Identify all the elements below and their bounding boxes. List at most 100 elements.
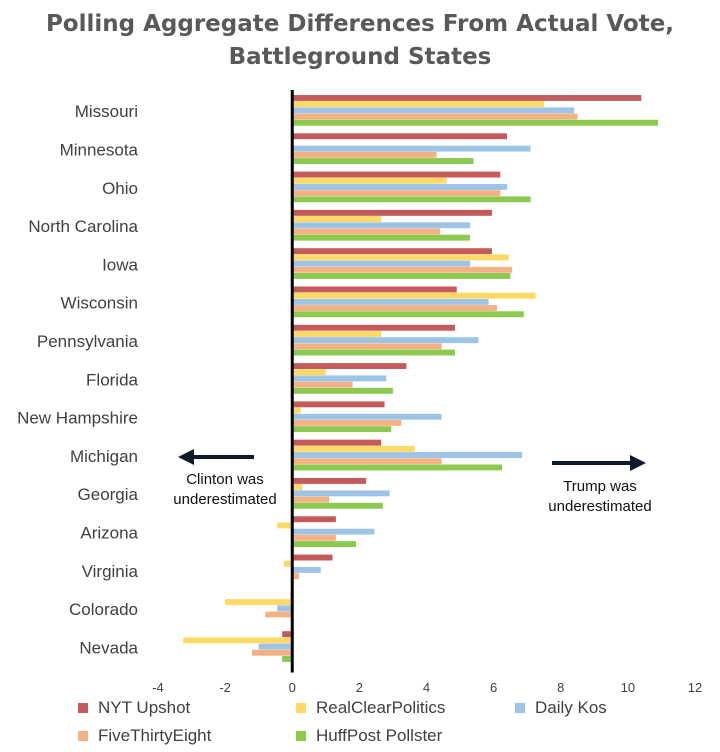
bar-fivethirtyeight-iowa [292, 266, 513, 273]
legend-label-realclearpolitics: RealClearPolitics [316, 698, 446, 717]
bar-realclearpolitics-arizona [277, 522, 293, 529]
legend-swatch-nyt-upshot [78, 703, 88, 713]
x-tick-label-2: 2 [356, 680, 363, 695]
bar-fivethirtyeight-nevada [251, 649, 293, 656]
legend-item-fivethirtyeight: FiveThirtyEight [78, 726, 211, 746]
bar-huffpost-pollster-minnesota [292, 158, 474, 164]
category-label-nevada: Nevada [79, 638, 138, 657]
annotation-clinton-line-2: underestimated [173, 491, 277, 508]
bar-realclearpolitics-missouri [292, 101, 544, 108]
x-tick-label-8: 8 [557, 680, 564, 695]
bar-daily-kos-minnesota [292, 145, 531, 152]
bar-daily-kos-virginia [292, 567, 321, 573]
bar-realclearpolitics-new-hampshire [292, 407, 301, 414]
annotation-clinton-line-1: Clinton was [186, 471, 264, 488]
bar-realclearpolitics-michigan [292, 445, 415, 452]
x-tick-label-neg4: -4 [152, 680, 164, 695]
bar-nyt-upshot-iowa [292, 248, 492, 255]
legend-label-nyt-upshot: NYT Upshot [98, 698, 191, 717]
bar-realclearpolitics-georgia [292, 484, 303, 491]
bar-realclearpolitics-virginia [283, 560, 293, 567]
bar-realclearpolitics-wisconsin [292, 292, 536, 299]
x-tick-label-4: 4 [423, 680, 430, 695]
bar-huffpost-pollster-north-carolina [292, 234, 471, 241]
bar-daily-kos-pennsylvania [292, 337, 479, 344]
x-tick-label-10: 10 [621, 680, 635, 695]
x-tick-label-12: 12 [688, 680, 702, 695]
bar-huffpost-pollster-wisconsin [292, 311, 524, 318]
legend-swatch-daily-kos [515, 703, 525, 713]
chart-title: Polling Aggregate Differences From Actua… [0, 8, 720, 74]
x-tick-label-6: 6 [490, 680, 497, 695]
bar-daily-kos-florida [292, 375, 387, 382]
bar-fivethirtyeight-colorado [265, 611, 293, 618]
chart-title-line-1: Polling Aggregate Differences From Actua… [45, 11, 675, 37]
bar-huffpost-pollster-arizona [292, 541, 357, 547]
category-label-north-carolina: North Carolina [28, 217, 138, 236]
category-label-virginia: Virginia [82, 562, 139, 581]
category-label-ohio: Ohio [102, 179, 138, 198]
bar-daily-kos-wisconsin [292, 298, 489, 305]
bar-huffpost-pollster-georgia [292, 502, 383, 509]
bar-huffpost-pollster-missouri [292, 119, 659, 126]
category-label-colorado: Colorado [69, 600, 138, 619]
bar-realclearpolitics-nevada [183, 637, 293, 644]
category-label-minnesota: Minnesota [60, 140, 139, 159]
legend-item-huffpost-pollster: HuffPost Pollster [296, 726, 442, 746]
bar-realclearpolitics-iowa [292, 254, 509, 261]
x-tick-label-neg2: -2 [219, 680, 231, 695]
bar-fivethirtyeight-missouri [292, 113, 578, 120]
category-label-georgia: Georgia [78, 485, 139, 504]
bar-nyt-upshot-ohio [292, 171, 501, 178]
legend-item-nyt-upshot: NYT Upshot [78, 698, 190, 718]
chart-title-line-2: Battleground States [228, 44, 492, 70]
legend-swatch-fivethirtyeight [78, 731, 88, 741]
bar-nyt-upshot-north-carolina [292, 209, 492, 216]
bar-fivethirtyeight-georgia [292, 496, 330, 503]
bar-fivethirtyeight-virginia [292, 573, 299, 580]
category-label-arizona: Arizona [80, 523, 138, 542]
bar-nyt-upshot-virginia [292, 554, 333, 561]
bar-nyt-upshot-nevada [282, 631, 293, 638]
bar-realclearpolitics-colorado [225, 599, 293, 605]
bar-fivethirtyeight-minnesota [292, 151, 437, 158]
annotation-trump-line-1: Trump was [563, 478, 637, 495]
bar-fivethirtyeight-new-hampshire [292, 420, 402, 426]
bar-fivethirtyeight-north-carolina [292, 228, 440, 235]
bar-daily-kos-missouri [292, 107, 575, 114]
bar-daily-kos-north-carolina [292, 222, 471, 229]
legend-label-fivethirtyeight: FiveThirtyEight [98, 726, 212, 745]
bar-huffpost-pollster-iowa [292, 273, 511, 279]
bar-fivethirtyeight-arizona [292, 534, 336, 541]
annotation-trump: Trump was underestimated [535, 477, 665, 517]
category-label-florida: Florida [86, 370, 139, 389]
bar-nyt-upshot-wisconsin [292, 286, 457, 293]
legend-item-daily-kos: Daily Kos [515, 698, 607, 718]
bar-daily-kos-ohio [292, 184, 508, 190]
category-label-wisconsin: Wisconsin [61, 294, 138, 313]
bar-fivethirtyeight-florida [292, 381, 353, 388]
bar-fivethirtyeight-michigan [292, 458, 442, 465]
bar-huffpost-pollster-ohio [292, 196, 531, 203]
bar-daily-kos-colorado [277, 605, 293, 612]
category-label-iowa: Iowa [102, 255, 138, 274]
legend-label-daily-kos: Daily Kos [535, 698, 607, 717]
bar-realclearpolitics-pennsylvania [292, 331, 382, 337]
bar-huffpost-pollster-florida [292, 387, 393, 394]
bar-huffpost-pollster-pennsylvania [292, 349, 456, 356]
legend-swatch-huffpost-pollster [296, 731, 306, 741]
bar-realclearpolitics-ohio [292, 177, 447, 184]
bar-fivethirtyeight-wisconsin [292, 305, 497, 311]
category-label-michigan: Michigan [70, 447, 138, 466]
category-label-pennsylvania: Pennsylvania [37, 332, 139, 351]
bar-nyt-upshot-minnesota [292, 133, 508, 140]
bar-daily-kos-georgia [292, 490, 390, 497]
bar-nyt-upshot-new-hampshire [292, 401, 385, 408]
bar-huffpost-pollster-nevada [282, 656, 293, 662]
bar-daily-kos-nevada [258, 643, 293, 650]
bar-daily-kos-arizona [292, 528, 375, 535]
annotation-clinton: Clinton was underestimated [160, 470, 290, 510]
bar-daily-kos-new-hampshire [292, 413, 442, 420]
x-tick-label-0: 0 [289, 680, 296, 695]
